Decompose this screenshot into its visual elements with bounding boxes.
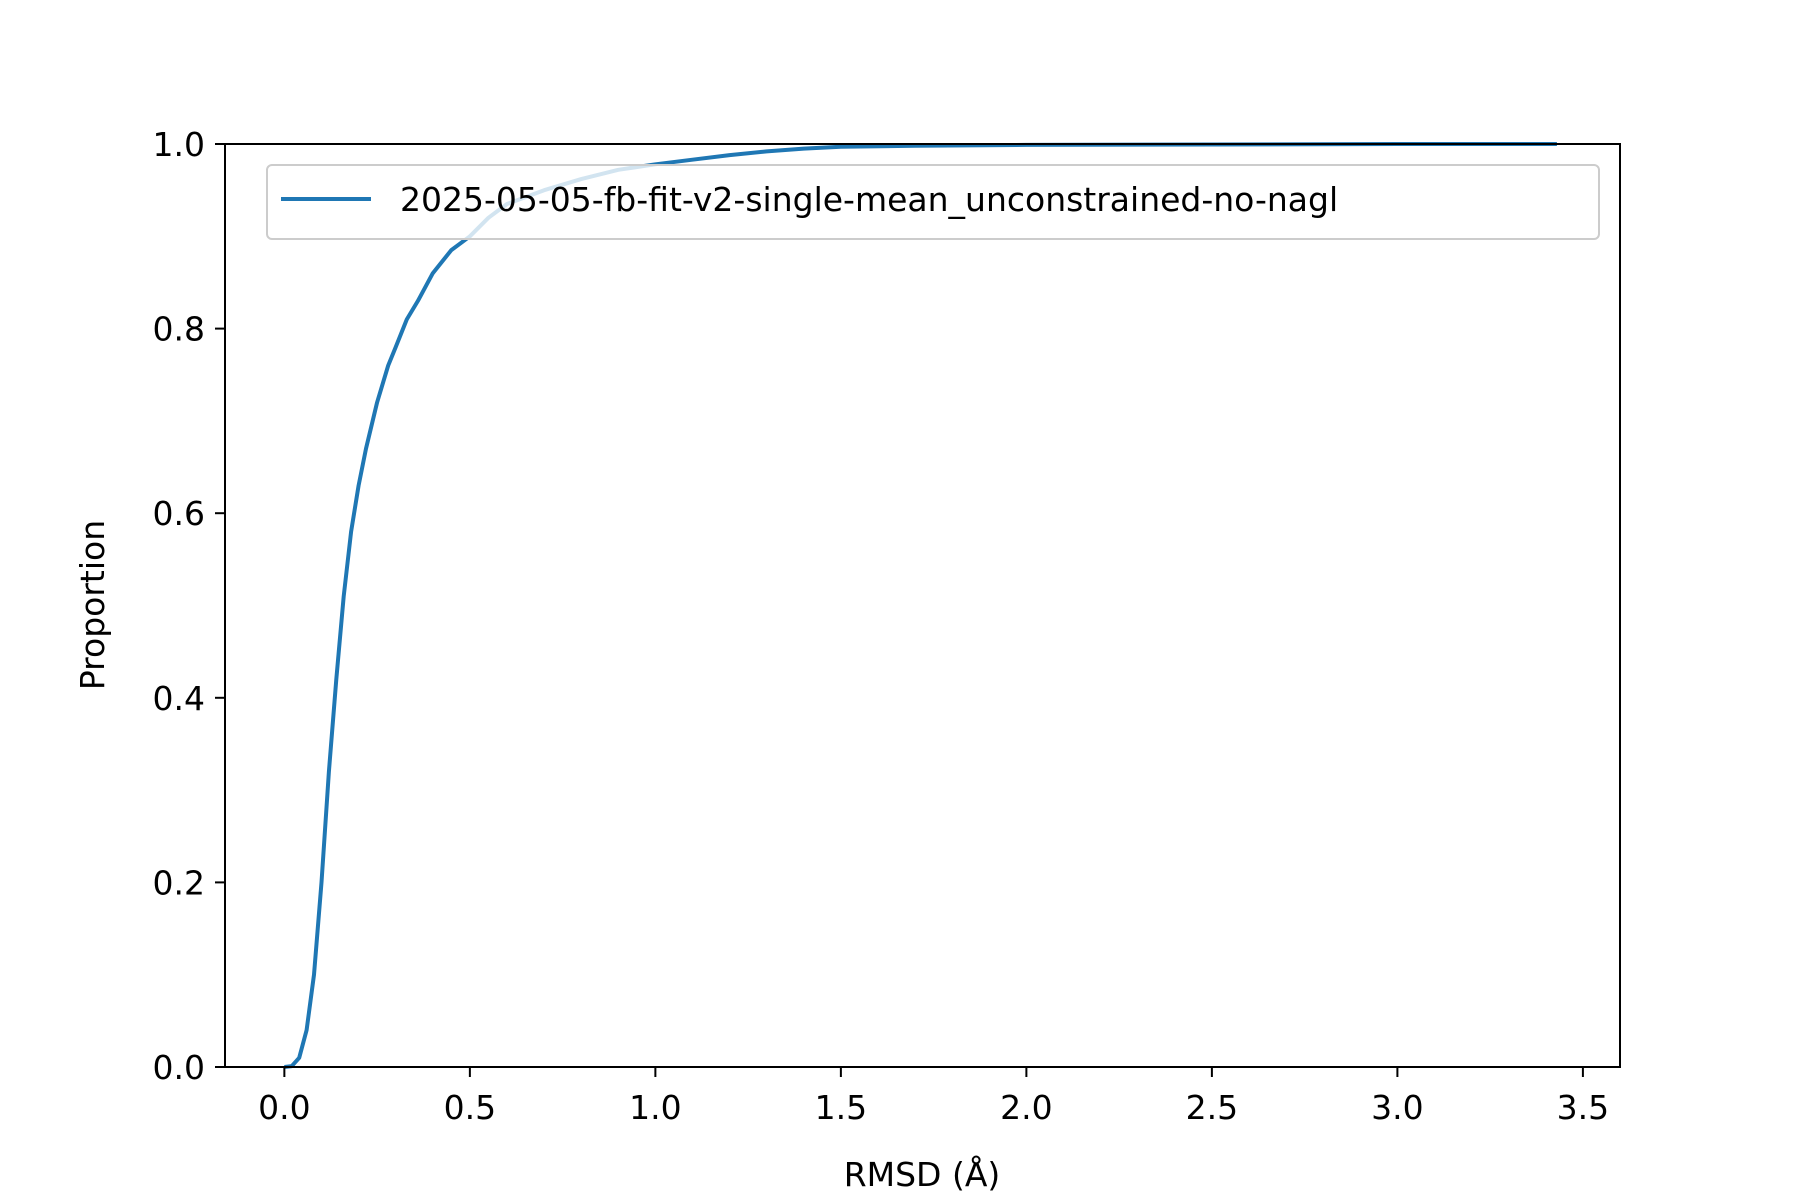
x-axis-label: RMSD (Å) xyxy=(844,1154,1001,1194)
y-tick-label: 0.8 xyxy=(153,310,205,349)
series-line-0 xyxy=(284,142,1557,1069)
x-tick-label: 0.0 xyxy=(258,1088,310,1127)
y-tick-label: 0.0 xyxy=(153,1048,205,1087)
legend: 2025-05-05-fb-fit-v2-single-mean_unconst… xyxy=(266,164,1600,240)
x-tick-label: 1.5 xyxy=(815,1088,867,1127)
x-tick-label: 2.5 xyxy=(1186,1088,1238,1127)
series-layer xyxy=(284,142,1557,1069)
y-tick-label: 0.4 xyxy=(153,679,205,718)
legend-entry-label: 2025-05-05-fb-fit-v2-single-mean_unconst… xyxy=(400,180,1338,219)
plot-area xyxy=(225,144,1620,1067)
y-tick-label: 0.6 xyxy=(153,494,205,533)
x-axis: 0.0 0.5 1.0 1.5 2.0 2.5 3.0 3.5 xyxy=(258,1067,1609,1127)
y-axis-label: Proportion xyxy=(73,520,112,690)
x-tick-label: 2.0 xyxy=(1000,1088,1052,1127)
x-tick-label: 3.5 xyxy=(1557,1088,1609,1127)
x-tick-label: 3.0 xyxy=(1371,1088,1423,1127)
y-tick-label: 1.0 xyxy=(153,125,205,164)
x-tick-label: 0.5 xyxy=(444,1088,496,1127)
legend-box xyxy=(266,164,1600,240)
axes-frame xyxy=(224,143,1621,1068)
x-tick-label: 1.0 xyxy=(629,1088,681,1127)
y-axis: 0.0 0.2 0.4 0.6 0.8 1.0 xyxy=(153,125,225,1087)
y-tick-label: 0.2 xyxy=(153,863,205,902)
